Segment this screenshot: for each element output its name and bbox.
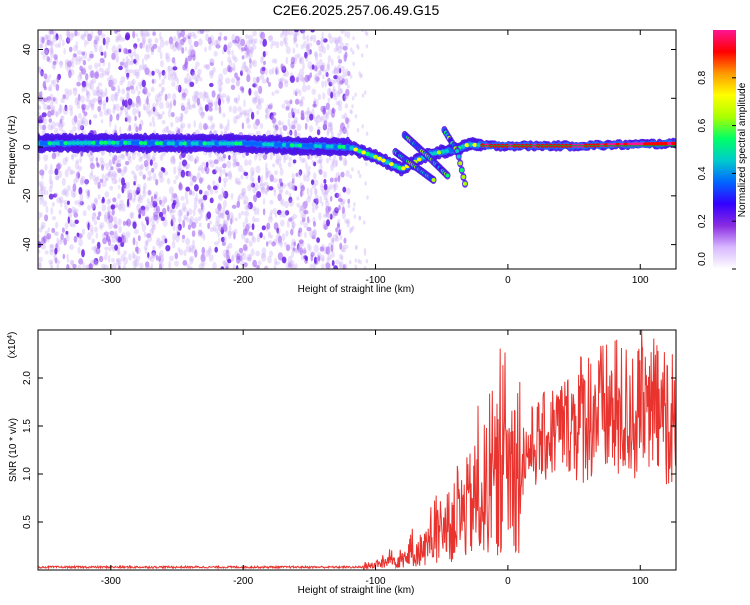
- snr-panel: -300 -200 -100 0 100 0.5 1.0 1.5 2.0 Height of …: [7, 329, 677, 596]
- spectrogram-x-tick-label: -300: [101, 275, 121, 286]
- spectrogram-x-tick-label: 100: [632, 275, 649, 286]
- snr-plot-area: [38, 330, 676, 570]
- snr-marks: [38, 330, 676, 570]
- snr-x-tick-label: -200: [233, 576, 253, 587]
- snr-scale-note: (x104): [7, 332, 19, 359]
- snr-frame: [37, 329, 677, 571]
- chart-title: C2E6.2025.257.06.49.G15: [273, 2, 440, 18]
- snr-scale-exp: 4: [7, 335, 14, 339]
- snr-y-ticks: 0.5 1.0 1.5 2.0: [22, 371, 676, 529]
- spectrogram-y-label: Frequency (Hz): [7, 116, 18, 185]
- spectrogram-x-tick-label: -200: [233, 275, 253, 286]
- spectrogram-y-tick-label: -20: [22, 188, 33, 203]
- svg-text:(x104): (x104): [7, 332, 19, 359]
- snr-x-tick-label: -100: [366, 576, 386, 587]
- snr-x-tick-label: 100: [632, 576, 649, 587]
- spectrogram-frame: [37, 29, 677, 270]
- snr-x-label: Height of straight line (km): [298, 585, 415, 596]
- colorbar-gradient: [713, 30, 736, 269]
- multipath-branch-3: [441, 126, 468, 188]
- spectrogram-y-tick-label: -40: [22, 237, 33, 252]
- spectrogram-y-ticks: -40 -20 0 20 40: [22, 44, 676, 252]
- spectrogram-x-label: Height of straight line (km): [298, 284, 415, 295]
- spectrogram-y-tick-label: 20: [22, 92, 33, 104]
- spectrogram-y-tick-label: 40: [22, 44, 33, 56]
- snr-scale-base: (x10: [7, 338, 18, 358]
- colorbar-ticks: 0.0 0.2 0.4 0.6 0.8: [697, 70, 736, 270]
- snr-x-tick-label: -300: [101, 576, 121, 587]
- colorbar: 0.0 0.2 0.4 0.6 0.8 Normalized spectral ampl…: [697, 30, 748, 270]
- multipath-branch-1: [392, 147, 437, 184]
- colorbar-tick-label: 0.4: [697, 166, 708, 180]
- spectrogram-marks: [38, 30, 676, 269]
- colorbar-tick-label: 0.6: [697, 118, 708, 132]
- colorbar-tick-label: 0.2: [697, 214, 708, 228]
- snr-y-tick-label: 2.0: [22, 371, 33, 385]
- snr-x-tick-label: 0: [505, 576, 511, 587]
- colorbar-tick-label: 0.0: [697, 252, 708, 266]
- snr-y-tick-label: 1.0: [22, 467, 33, 481]
- spectrogram-x-tick-label: -100: [366, 275, 386, 286]
- snr-x-ticks: -300 -200 -100 0 100: [101, 330, 649, 587]
- colorbar-tick-label: 0.8: [697, 70, 708, 84]
- colorbar-label: Normalized spectral amplitude: [737, 82, 748, 217]
- noise-scatter: [38, 30, 371, 269]
- spectrogram-x-ticks: -300 -200 -100 0 100: [101, 30, 649, 286]
- spectrogram-x-tick-label: 0: [505, 275, 511, 286]
- snr-y-tick-label: 0.5: [22, 515, 33, 529]
- multipath-branch-2: [401, 130, 451, 180]
- snr-series-line: [38, 330, 676, 570]
- snr-y-label: SNR (10 * v/v): [8, 418, 19, 482]
- snr-y-tick-label: 1.5: [22, 419, 33, 433]
- spectrogram-y-tick-label: 0: [22, 144, 33, 150]
